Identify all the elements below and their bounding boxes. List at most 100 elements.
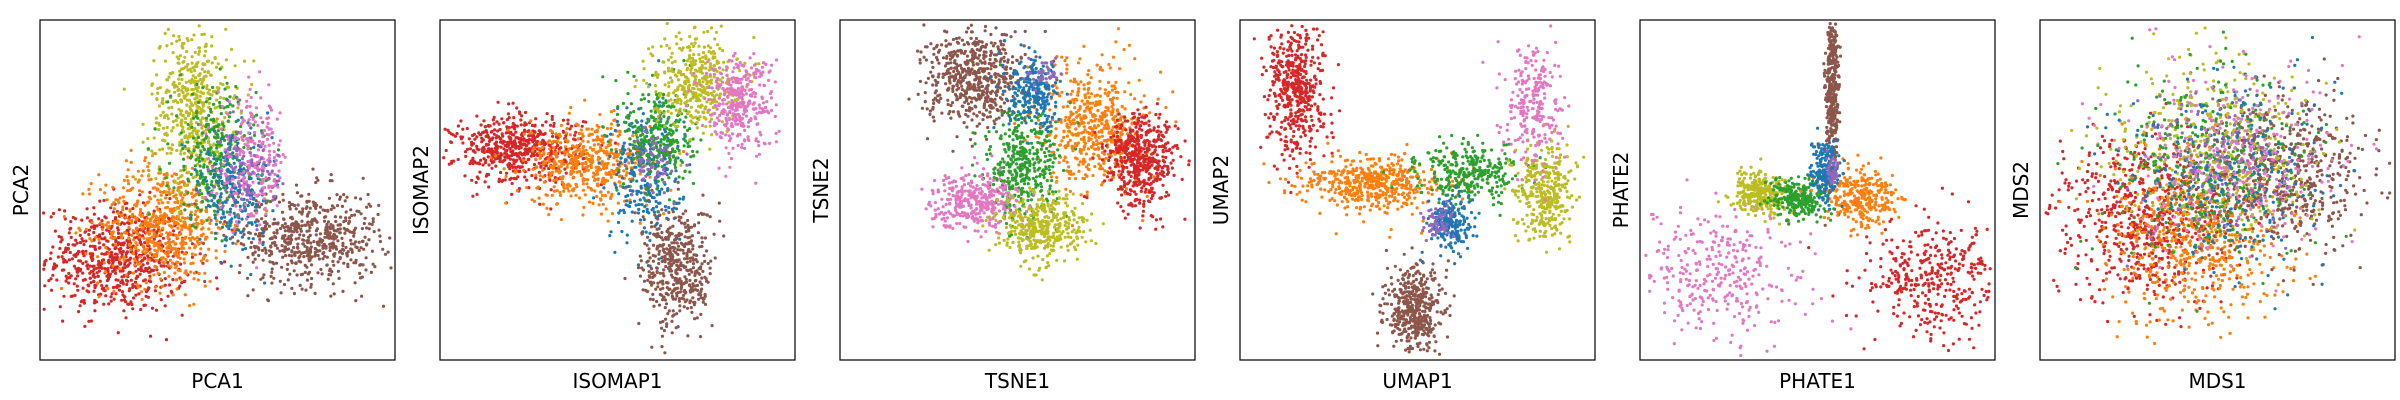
scatter-point (243, 207, 247, 211)
scatter-point (248, 150, 252, 155)
scatter-point (196, 116, 200, 120)
scatter-point (285, 267, 289, 271)
scatter-point (640, 119, 644, 123)
scatter-point (645, 140, 650, 144)
scatter-point (228, 102, 232, 106)
scatter-point (206, 191, 210, 195)
scatter-point (190, 191, 194, 195)
scatter-point (638, 198, 642, 202)
scatter-point (162, 270, 166, 275)
scatter-point (231, 203, 235, 208)
scatter-point (371, 220, 375, 224)
scatter-point (183, 120, 188, 125)
scatter-point (537, 161, 541, 165)
scatter-point (531, 149, 535, 153)
scatter-point (574, 130, 578, 134)
scatter-point (276, 148, 281, 152)
scatter-point (624, 158, 628, 162)
scatter-point (165, 125, 169, 130)
scatter-point (169, 151, 173, 155)
scatter-point (203, 49, 208, 53)
scatter-point (126, 302, 130, 306)
scatter-point (471, 194, 475, 198)
scatter-point (139, 265, 143, 269)
scatter-point (228, 207, 233, 211)
scatter-point (244, 187, 248, 192)
scatter-point (163, 59, 168, 63)
scatter-point (250, 161, 254, 165)
scatter-point (210, 127, 214, 131)
scatter-point (190, 154, 194, 158)
scatter-point (361, 176, 365, 180)
scatter-point (170, 112, 174, 116)
scatter-point (522, 168, 526, 172)
scatter-point (563, 150, 567, 154)
scatter-point (604, 146, 608, 150)
scatter-point (195, 82, 199, 86)
scatter-point (502, 140, 507, 144)
scatter-point (102, 252, 107, 256)
scatter-point (283, 229, 287, 233)
scatter-point (563, 153, 567, 157)
scatter-point (165, 184, 169, 188)
scatter-point (207, 186, 211, 190)
scatter-point (156, 225, 160, 229)
scatter-point (141, 279, 146, 283)
scatter-point (547, 171, 551, 175)
scatter-point (117, 241, 121, 245)
scatter-point (261, 186, 265, 190)
scatter-point (223, 260, 227, 264)
scatter-point (233, 226, 237, 230)
scatter-point (84, 252, 88, 256)
scatter-point (336, 227, 340, 232)
scatter-point (147, 266, 151, 270)
scatter-point (241, 173, 245, 177)
scatter-point (159, 256, 163, 260)
scatter-point (223, 181, 227, 185)
scatter-point (164, 176, 168, 180)
scatter-point (461, 141, 465, 145)
scatter-point (178, 284, 182, 288)
scatter-point (188, 232, 192, 236)
scatter-point (191, 111, 196, 115)
scatter-point (575, 144, 579, 148)
scatter-point (295, 230, 299, 234)
scatter-point (314, 180, 318, 185)
scatter-point (171, 293, 175, 297)
scatter-point (155, 234, 160, 238)
scatter-point (290, 254, 294, 258)
scatter-point (304, 223, 308, 227)
scatter-point (659, 138, 663, 142)
scatter-point (240, 192, 245, 196)
scatter-point (524, 122, 529, 126)
scatter-point (257, 248, 261, 252)
scatter-point (664, 153, 668, 157)
scatter-point (688, 170, 692, 174)
scatter-point (173, 172, 177, 176)
scatter-point (321, 252, 325, 256)
scatter-point (682, 144, 686, 148)
scatter-point (200, 67, 204, 71)
scatter-point (232, 147, 236, 151)
scatter-point (647, 119, 651, 123)
scatter-point (515, 124, 519, 128)
scatter-point (249, 176, 253, 180)
scatter-point (87, 319, 91, 323)
scatter-point (253, 257, 257, 261)
scatter-point (134, 220, 138, 224)
scatter-point (249, 221, 253, 225)
scatter-point (601, 125, 605, 129)
scatter-point (583, 193, 587, 197)
scatter-point (204, 208, 209, 212)
scatter-point (667, 206, 671, 210)
scatter-point (177, 61, 181, 65)
scatter-point (381, 247, 385, 251)
scatter-point (317, 243, 321, 247)
scatter-point (197, 46, 201, 50)
scatter-point (114, 271, 118, 275)
scatter-point (44, 258, 48, 262)
scatter-point (550, 117, 554, 121)
scatter-point (52, 265, 56, 269)
scatter-point (92, 301, 97, 305)
scatter-point (287, 227, 291, 231)
